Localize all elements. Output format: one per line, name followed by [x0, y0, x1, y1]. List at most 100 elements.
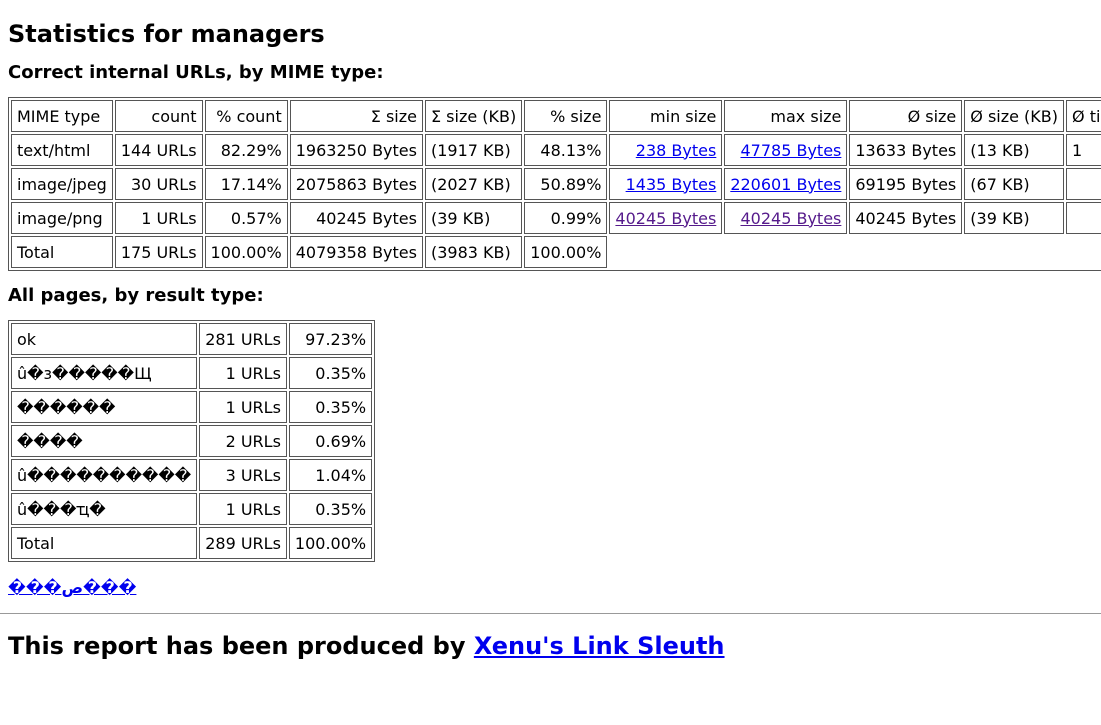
table-row: û�з�����Щ 1 URLs 0.35%: [11, 357, 373, 389]
cell-pct-count: 82.29%: [204, 134, 288, 166]
cell-max-size: 220601 Bytes: [724, 168, 848, 200]
cell-sum-size: 40245 Bytes: [289, 202, 423, 234]
cell-mime-type: image/jpeg: [11, 168, 113, 200]
page-title: Statistics for managers: [8, 20, 325, 48]
cell-avg-size: 13633 Bytes: [849, 134, 963, 166]
cell-sum-kb: (39 KB): [424, 202, 523, 234]
header-avg-kb: Ø size (KB): [964, 100, 1065, 132]
cell-count: 30 URLs: [114, 168, 203, 200]
divider: [0, 613, 1101, 614]
cell-count: 1 URLs: [114, 202, 203, 234]
cell-total-label: Total: [11, 527, 198, 559]
cell-avg-size: 69195 Bytes: [849, 168, 963, 200]
cell-avg-time: 1: [1066, 134, 1101, 166]
cell-result-count: 3 URLs: [199, 459, 287, 491]
cell-result-pct: 0.35%: [288, 493, 373, 525]
mime-type-table: MIME type count % count Σ size Σ size (K…: [8, 97, 1101, 271]
cell-result-label: ok: [11, 323, 198, 355]
header-min-size: min size: [609, 100, 723, 132]
cell-total-label: Total: [11, 236, 113, 268]
cell-avg-time: [1066, 202, 1101, 234]
table-row: image/jpeg 30 URLs 17.14% 2075863 Bytes …: [11, 168, 1101, 200]
result-section-heading: All pages, by result type:: [8, 285, 264, 306]
mime-section-heading: Correct internal URLs, by MIME type:: [8, 62, 384, 83]
cell-min-size: 238 Bytes: [609, 134, 723, 166]
table-row: ok 281 URLs 97.23%: [11, 323, 373, 355]
cell-pct-size: 0.99%: [524, 202, 608, 234]
header-avg-size: Ø size: [849, 100, 963, 132]
cell-avg-kb: (13 KB): [964, 134, 1065, 166]
cell-avg-kb: (39 KB): [964, 202, 1065, 234]
cell-pct-size: 50.89%: [524, 168, 608, 200]
table-row: image/png 1 URLs 0.57% 40245 Bytes (39 K…: [11, 202, 1101, 234]
footer-text: This report has been produced by: [8, 632, 474, 660]
cell-sum-kb: (2027 KB): [424, 168, 523, 200]
table-row: ���� 2 URLs 0.69%: [11, 425, 373, 457]
cell-sum-kb: (1917 KB): [424, 134, 523, 166]
xenu-link[interactable]: Xenu's Link Sleuth: [473, 632, 725, 660]
cell-result-count: 2 URLs: [199, 425, 287, 457]
header-pct-count: % count: [204, 100, 288, 132]
header-pct-size: % size: [524, 100, 608, 132]
min-size-link[interactable]: 40245 Bytes: [615, 208, 717, 228]
cell-avg-time: [1066, 168, 1101, 200]
encoded-text-link[interactable]: ���ص���: [8, 578, 137, 597]
cell-min-size: 1435 Bytes: [609, 168, 723, 200]
min-size-link[interactable]: 1435 Bytes: [625, 174, 717, 194]
header-max-size: max size: [724, 100, 848, 132]
cell-avg-kb: (67 KB): [964, 168, 1065, 200]
cell-result-label: ������: [11, 391, 198, 423]
cell-result-pct: 0.69%: [288, 425, 373, 457]
cell-min-size: 40245 Bytes: [609, 202, 723, 234]
cell-result-label: û�з�����Щ: [11, 357, 198, 389]
cell-mime-type: image/png: [11, 202, 113, 234]
cell-pct-count: 17.14%: [204, 168, 288, 200]
cell-result-count: 1 URLs: [199, 357, 287, 389]
cell-pct-count: 0.57%: [204, 202, 288, 234]
table-header-row: MIME type count % count Σ size Σ size (K…: [11, 100, 1101, 132]
cell-avg-size: 40245 Bytes: [849, 202, 963, 234]
cell-result-pct: 1.04%: [288, 459, 373, 491]
cell-result-count: 1 URLs: [199, 391, 287, 423]
cell-result-label: ����: [11, 425, 198, 457]
cell-result-pct: 0.35%: [288, 391, 373, 423]
table-row: û���������� 3 URLs 1.04%: [11, 459, 373, 491]
table-total-row: Total 289 URLs 100.00%: [11, 527, 373, 559]
cell-total-pct: 100.00%: [288, 527, 373, 559]
cell-total-sum-kb: (3983 KB): [424, 236, 523, 268]
cell-total-sum-size: 4079358 Bytes: [289, 236, 423, 268]
cell-total-pct-size: 100.00%: [524, 236, 608, 268]
cell-total-pct-count: 100.00%: [204, 236, 288, 268]
max-size-link[interactable]: 40245 Bytes: [740, 208, 842, 228]
header-count: count: [114, 100, 203, 132]
table-total-row: Total 175 URLs 100.00% 4079358 Bytes (39…: [11, 236, 1101, 268]
table-row: ������ 1 URLs 0.35%: [11, 391, 373, 423]
max-size-link[interactable]: 47785 Bytes: [740, 140, 842, 160]
table-row: û���ҵ� 1 URLs 0.35%: [11, 493, 373, 525]
header-sum-kb: Σ size (KB): [424, 100, 523, 132]
cell-result-pct: 0.35%: [288, 357, 373, 389]
cell-total-count: 289 URLs: [199, 527, 287, 559]
cell-mime-type: text/html: [11, 134, 113, 166]
min-size-link[interactable]: 238 Bytes: [635, 140, 717, 160]
result-type-table: ok 281 URLs 97.23% û�з�����Щ 1 URLs 0.35…: [8, 320, 376, 562]
cell-max-size: 47785 Bytes: [724, 134, 848, 166]
max-size-link[interactable]: 220601 Bytes: [730, 174, 842, 194]
header-avg-time: Ø time: [1066, 100, 1101, 132]
cell-max-size: 40245 Bytes: [724, 202, 848, 234]
table-row: text/html 144 URLs 82.29% 1963250 Bytes …: [11, 134, 1101, 166]
cell-result-count: 281 URLs: [199, 323, 287, 355]
cell-result-label: û���ҵ�: [11, 493, 198, 525]
cell-sum-size: 2075863 Bytes: [289, 168, 423, 200]
cell-result-label: û����������: [11, 459, 198, 491]
cell-pct-size: 48.13%: [524, 134, 608, 166]
cell-count: 144 URLs: [114, 134, 203, 166]
cell-total-count: 175 URLs: [114, 236, 203, 268]
footer-credit: This report has been produced by Xenu's …: [8, 632, 1101, 660]
cell-total-empty: [609, 236, 1101, 268]
cell-result-count: 1 URLs: [199, 493, 287, 525]
header-mime-type: MIME type: [11, 100, 113, 132]
cell-sum-size: 1963250 Bytes: [289, 134, 423, 166]
cell-result-pct: 97.23%: [288, 323, 373, 355]
header-sum-size: Σ size: [289, 100, 423, 132]
